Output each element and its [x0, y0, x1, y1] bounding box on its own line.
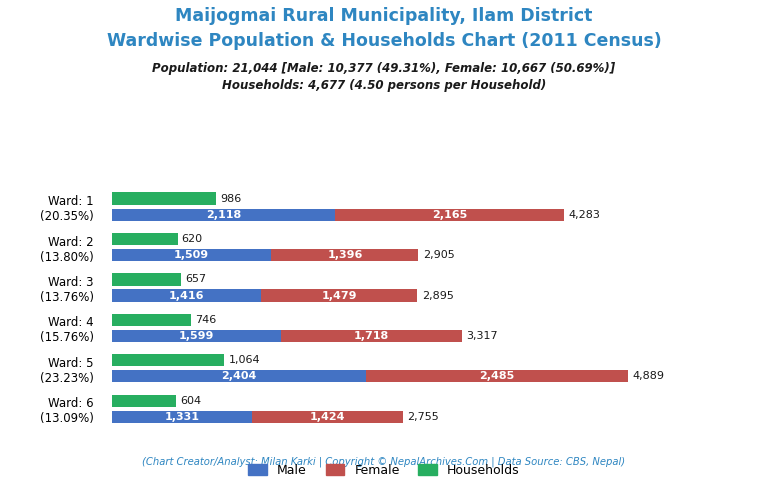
Text: 4,283: 4,283	[568, 210, 600, 220]
Bar	[366, 370, 627, 383]
Text: 986: 986	[220, 194, 242, 204]
Text: 1,509: 1,509	[174, 250, 209, 260]
Bar	[261, 289, 418, 302]
Text: 1,718: 1,718	[354, 331, 389, 341]
Text: Population: 21,044 [Male: 10,377 (49.31%), Female: 10,667 (50.69%)]: Population: 21,044 [Male: 10,377 (49.31%…	[152, 62, 616, 74]
Text: 1,331: 1,331	[165, 412, 200, 422]
Bar	[112, 370, 366, 383]
Bar	[112, 330, 281, 342]
Bar	[112, 289, 261, 302]
Text: 1,599: 1,599	[179, 331, 214, 341]
Text: 2,755: 2,755	[407, 412, 439, 422]
Text: 2,895: 2,895	[422, 290, 454, 301]
Text: 657: 657	[186, 275, 207, 284]
Text: Wardwise Population & Households Chart (2011 Census): Wardwise Population & Households Chart (…	[107, 32, 661, 50]
Text: 1,479: 1,479	[322, 290, 357, 301]
Text: Households: 4,677 (4.50 persons per Household): Households: 4,677 (4.50 persons per Hous…	[222, 79, 546, 92]
Text: 2,905: 2,905	[422, 250, 455, 260]
Bar	[271, 249, 419, 261]
Bar	[112, 354, 224, 366]
Text: 1,396: 1,396	[327, 250, 362, 260]
Bar	[112, 192, 216, 205]
Text: 2,404: 2,404	[221, 371, 257, 381]
Bar	[253, 411, 402, 423]
Text: (Chart Creator/Analyst: Milan Karki | Copyright © NepalArchives.Com | Data Sourc: (Chart Creator/Analyst: Milan Karki | Co…	[142, 456, 626, 466]
Text: 1,424: 1,424	[310, 412, 346, 422]
Text: 3,317: 3,317	[466, 331, 498, 341]
Bar	[336, 209, 564, 221]
Text: 2,485: 2,485	[479, 371, 515, 381]
Text: 2,165: 2,165	[432, 210, 467, 220]
Text: Maijogmai Rural Municipality, Ilam District: Maijogmai Rural Municipality, Ilam Distr…	[175, 7, 593, 26]
Text: 1,416: 1,416	[169, 290, 204, 301]
Text: 4,889: 4,889	[632, 371, 664, 381]
Text: 1,064: 1,064	[229, 355, 260, 365]
Bar	[112, 394, 176, 407]
Bar	[112, 314, 190, 326]
Legend: Male, Female, Households: Male, Female, Households	[243, 459, 525, 482]
Text: 2,118: 2,118	[206, 210, 241, 220]
Bar	[281, 330, 462, 342]
Bar	[112, 209, 336, 221]
Text: 620: 620	[182, 234, 203, 244]
Text: 746: 746	[195, 315, 217, 325]
Bar	[112, 273, 181, 285]
Bar	[112, 411, 253, 423]
Text: 604: 604	[180, 396, 201, 406]
Bar	[112, 233, 177, 245]
Bar	[112, 249, 271, 261]
